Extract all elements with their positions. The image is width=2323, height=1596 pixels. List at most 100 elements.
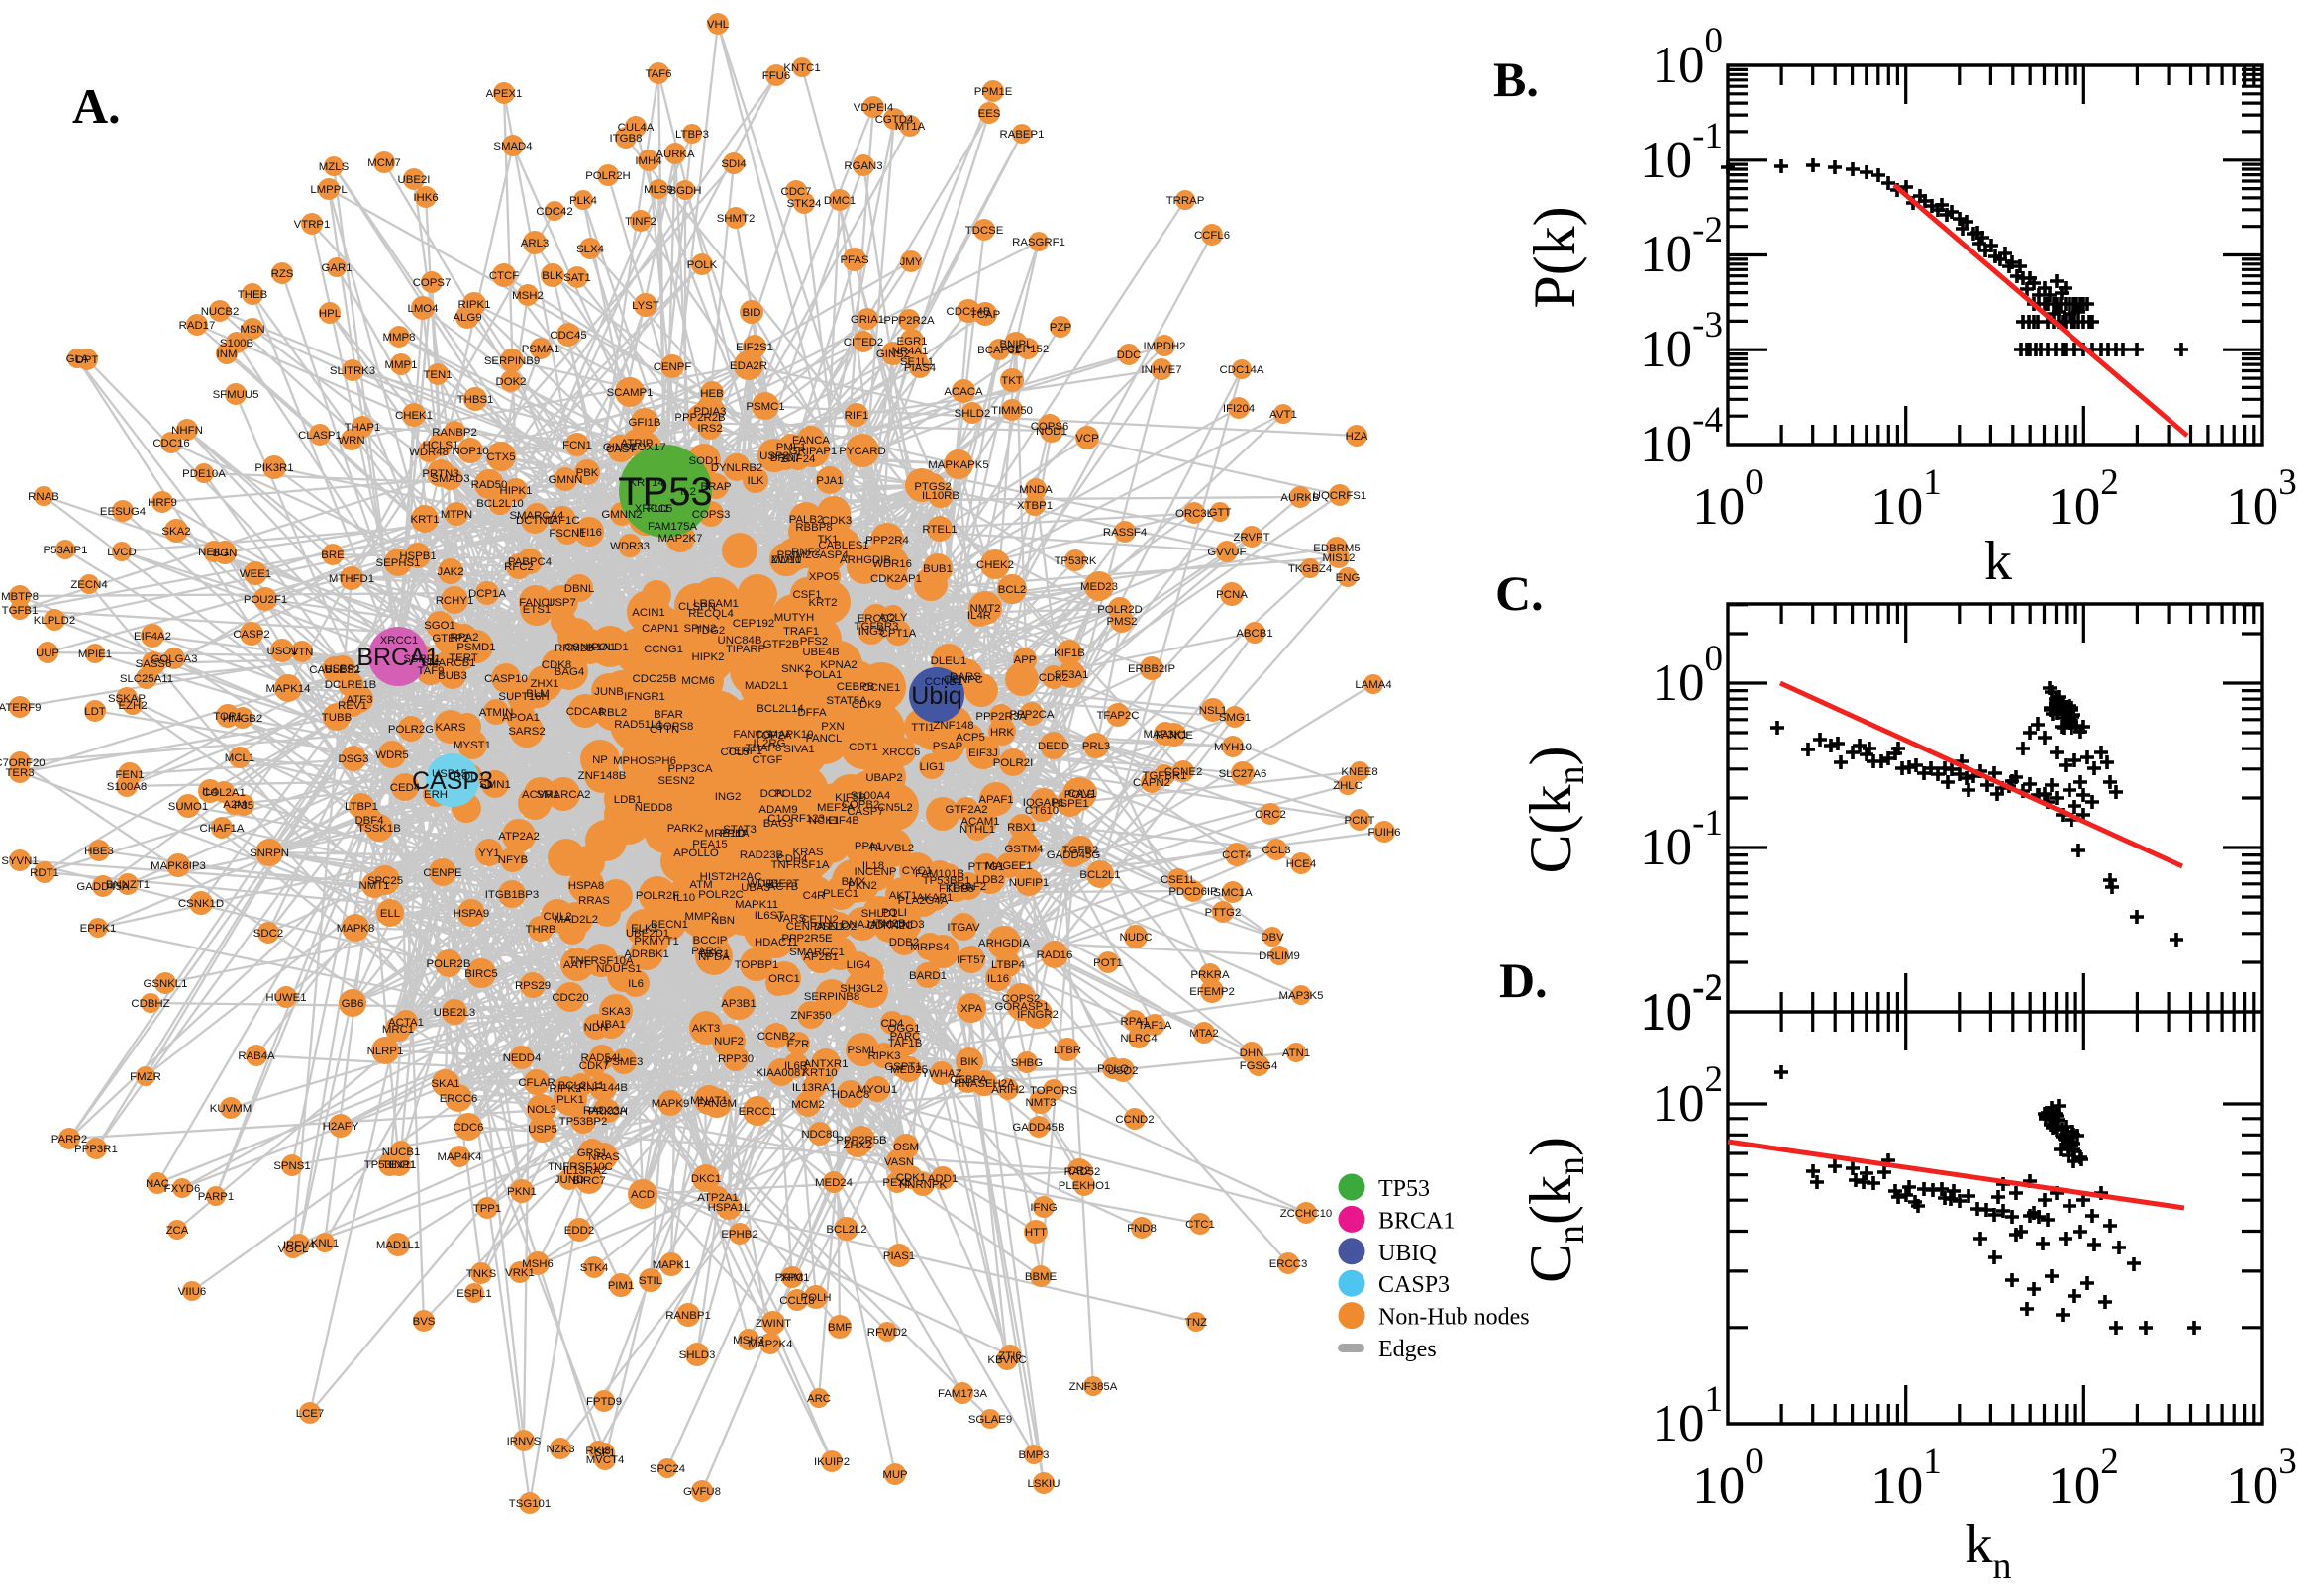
svg-text:POLD1: POLD1 <box>591 642 628 653</box>
svg-text:TGFB2: TGFB2 <box>1062 845 1099 856</box>
svg-text:EES: EES <box>978 108 1001 120</box>
svg-text:ZECN4: ZECN4 <box>70 579 107 591</box>
svg-text:USP7: USP7 <box>547 597 576 609</box>
svg-text:MZLS: MZLS <box>319 161 350 173</box>
svg-text:SHLD2: SHLD2 <box>955 408 991 420</box>
svg-text:PABPC4: PABPC4 <box>508 556 552 568</box>
svg-text:TDG: TDG <box>946 883 969 895</box>
svg-text:MNDA: MNDA <box>1019 484 1053 496</box>
svg-text:Ubiq: Ubiq <box>911 682 961 710</box>
svg-text:MTPN: MTPN <box>441 509 472 521</box>
svg-text:NP: NP <box>592 754 608 766</box>
svg-text:AKT3: AKT3 <box>692 1023 721 1035</box>
svg-text:PIAS1: PIAS1 <box>883 1250 915 1262</box>
svg-text:JUND: JUND <box>555 1174 584 1186</box>
svg-text:BCL2L10: BCL2L10 <box>476 498 524 510</box>
svg-text:PXN: PXN <box>821 721 844 733</box>
svg-text:FAM101B: FAM101B <box>915 868 964 880</box>
svg-text:HSPB1: HSPB1 <box>399 550 436 562</box>
svg-text:AKT1: AKT1 <box>889 890 918 902</box>
svg-text:SDI4: SDI4 <box>721 158 746 170</box>
svg-text:ARHGDIA: ARHGDIA <box>978 938 1030 949</box>
svg-text:DPT: DPT <box>76 354 99 366</box>
svg-text:FANCI: FANCI <box>519 597 553 609</box>
svg-text:SKA1: SKA1 <box>431 1078 459 1090</box>
svg-text:CDC45: CDC45 <box>550 330 586 342</box>
svg-text:CN5L2: CN5L2 <box>877 802 912 814</box>
svg-text:SPIN2: SPIN2 <box>684 623 717 635</box>
svg-text:CCNG1: CCNG1 <box>644 644 683 655</box>
svg-text:KLPLD2: KLPLD2 <box>34 615 75 627</box>
svg-text:TERT: TERT <box>449 652 478 664</box>
svg-text:MAPK8: MAPK8 <box>337 923 375 935</box>
svg-text:SKA3: SKA3 <box>601 1006 630 1018</box>
svg-text:SCAMP1: SCAMP1 <box>607 387 654 399</box>
svg-text:RAD23A: RAD23A <box>583 1105 628 1117</box>
svg-text:HMGB2: HMGB2 <box>223 713 263 725</box>
svg-text:NOL3: NOL3 <box>527 1104 556 1116</box>
svg-text:POLA1: POLA1 <box>806 669 843 681</box>
svg-text:ACP5: ACP5 <box>956 732 985 744</box>
svg-text:NUCB1: NUCB1 <box>382 1147 421 1158</box>
svg-text:TP53BP1: TP53BP1 <box>923 875 971 887</box>
svg-text:RNF2: RNF2 <box>791 547 821 558</box>
svg-text:PMS2: PMS2 <box>1106 616 1137 628</box>
svg-text:CCL5: CCL5 <box>720 747 749 758</box>
svg-text:INCENP: INCENP <box>854 866 896 878</box>
svg-text:CEBPB: CEBPB <box>837 681 875 693</box>
svg-text:TRRAP: TRRAP <box>1166 195 1205 207</box>
svg-text:VGCL: VGCL <box>277 1244 308 1255</box>
svg-text:PRKCH: PRKCH <box>588 1106 628 1118</box>
svg-text:RAD54L: RAD54L <box>580 1052 623 1064</box>
svg-text:CCL18: CCL18 <box>779 1295 814 1307</box>
svg-text:ACACA: ACACA <box>944 386 983 398</box>
svg-text:RIPK2: RIPK2 <box>550 1083 582 1095</box>
svg-text:XTBP1: XTBP1 <box>1017 500 1053 512</box>
svg-text:MUP: MUP <box>882 1469 907 1481</box>
svg-text:CD4: CD4 <box>881 1018 904 1030</box>
svg-text:HIST2H2AC: HIST2H2AC <box>700 871 762 883</box>
svg-text:MEF2A: MEF2A <box>817 802 855 814</box>
svg-text:FANCL: FANCL <box>806 733 843 745</box>
svg-text:PRKRA: PRKRA <box>1190 969 1230 981</box>
svg-text:CHEK2: CHEK2 <box>976 559 1014 571</box>
svg-text:USO2: USO2 <box>1107 1065 1138 1077</box>
svg-text:CSNK1A1: CSNK1A1 <box>564 642 616 653</box>
svg-text:PSAP: PSAP <box>933 741 962 752</box>
svg-text:HDAC8: HDAC8 <box>832 1089 870 1101</box>
svg-text:MAD2L2: MAD2L2 <box>555 914 598 926</box>
svg-text:A.: A. <box>72 78 121 134</box>
svg-text:AP3B1: AP3B1 <box>721 998 756 1010</box>
svg-text:UBE2L3: UBE2L3 <box>434 1007 475 1019</box>
svg-text:HSPA8: HSPA8 <box>568 880 605 892</box>
svg-text:ITM2B: ITM2B <box>872 918 906 930</box>
svg-text:SUPT16H: SUPT16H <box>498 691 549 703</box>
svg-text:BLK: BLK <box>542 270 563 282</box>
svg-text:TOP2A: TOP2A <box>755 730 792 742</box>
svg-text:UBA3: UBA3 <box>741 882 770 894</box>
svg-text:WDR48: WDR48 <box>409 447 449 458</box>
svg-text:MAPKAPK5: MAPKAPK5 <box>928 459 988 471</box>
svg-text:PSME3: PSME3 <box>605 1056 644 1068</box>
svg-text:RABEP1: RABEP1 <box>1000 129 1045 141</box>
svg-text:LMPPL: LMPPL <box>310 184 347 196</box>
svg-text:MSH3: MSH3 <box>733 1335 764 1347</box>
svg-text:RAD23B: RAD23B <box>740 849 783 861</box>
svg-text:PDCD6IP: PDCD6IP <box>1168 886 1217 898</box>
svg-text:NLRC4: NLRC4 <box>1120 1033 1157 1045</box>
svg-text:XPO5: XPO5 <box>809 571 839 583</box>
svg-text:MCM2: MCM2 <box>791 1099 825 1111</box>
svg-text:EPHB2: EPHB2 <box>721 1229 758 1241</box>
svg-text:POLE: POLE <box>1064 789 1095 801</box>
svg-text:RRM2B: RRM2B <box>555 643 594 654</box>
svg-text:EDBRM5: EDBRM5 <box>1313 543 1360 554</box>
svg-text:VTN: VTN <box>291 647 314 658</box>
svg-text:RANBP2: RANBP2 <box>432 427 477 439</box>
svg-text:BMF: BMF <box>828 1322 852 1334</box>
svg-text:LVCD: LVCD <box>107 547 137 558</box>
svg-text:CABLES1: CABLES1 <box>818 540 868 551</box>
svg-text:CAPN1: CAPN1 <box>642 623 679 635</box>
svg-text:ACLY: ACLY <box>879 612 908 624</box>
svg-text:CDKN2C: CDKN2C <box>867 920 914 932</box>
svg-text:NLRP1: NLRP1 <box>367 1046 404 1057</box>
